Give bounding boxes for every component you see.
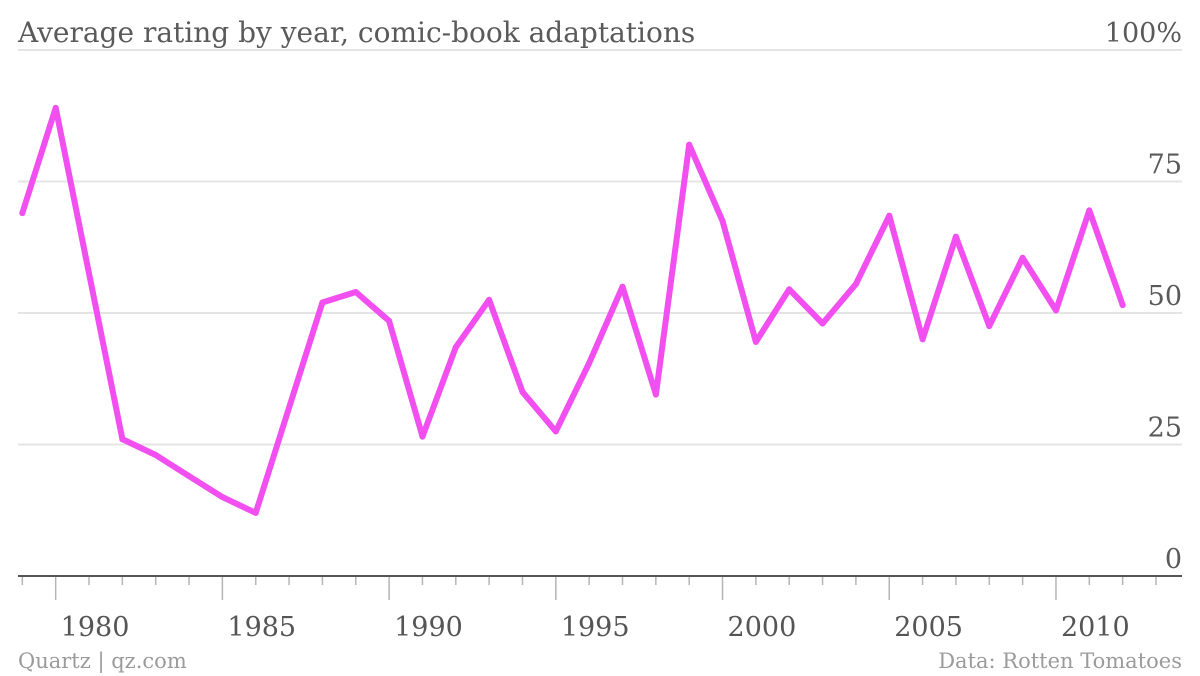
data-point [652,391,659,398]
data-point [1119,302,1126,309]
x-tick-label: 1980 [61,612,130,643]
data-point [52,104,59,111]
data-point [686,141,693,148]
data-point [1052,307,1059,314]
data-point [386,317,393,324]
data-point [486,296,493,303]
data-point [119,436,126,443]
series [19,104,1126,516]
data-point [319,299,326,306]
x-tick-label: 1990 [394,612,463,643]
data-point [152,452,159,459]
data-point [519,388,526,395]
data-point [786,286,793,293]
x-tick-label: 1985 [227,612,296,643]
data-point [986,323,993,330]
chart-title: Average rating by year, comic-book adapt… [17,16,695,49]
data-point [752,338,759,345]
data-point [819,320,826,327]
y-tick-label: 0 [1165,544,1182,575]
y-tick-label: 50 [1148,281,1182,312]
data-point [352,288,359,295]
data-point [419,433,426,440]
data-source: Data: Rotten Tomatoes [938,649,1182,673]
y-unit-label: 100% [1105,18,1182,49]
y-tick-label: 75 [1148,150,1182,181]
y-axis: 0 25 50 75 [1148,150,1182,576]
data-point [19,210,26,217]
data-point [252,509,259,516]
data-point [452,344,459,351]
data-point [186,473,193,480]
data-point [1086,207,1093,214]
data-point [619,283,626,290]
y-tick-label: 25 [1148,413,1182,444]
grid [18,49,1182,446]
x-axis: 1980 1985 1990 1995 2000 2005 2010 [21,577,1157,643]
data-point [586,359,593,366]
data-point [952,233,959,240]
x-tick-label: 2010 [1061,612,1130,643]
data-point [1019,254,1026,261]
data-point [919,336,926,343]
data-point [219,494,226,501]
source-credit: Quartz | qz.com [18,649,187,674]
data-point [552,428,559,435]
data-point [719,217,726,224]
x-tick-label: 2000 [728,612,797,643]
data-point [852,281,859,288]
x-tick-label: 1995 [561,612,630,643]
series-line [19,104,1126,516]
x-tick-label: 2005 [894,612,963,643]
data-point [886,212,893,219]
